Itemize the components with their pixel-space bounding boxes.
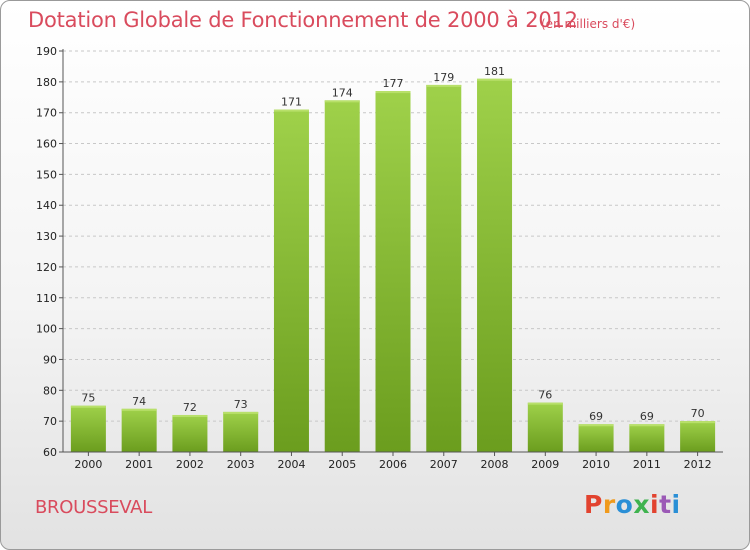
y-tick-label: 110 [36, 292, 57, 305]
bar-highlight [223, 411, 259, 414]
y-tick-label: 140 [36, 199, 57, 212]
y-tick-label: 160 [36, 138, 57, 151]
bar [223, 411, 259, 452]
y-tick-label: 190 [36, 45, 57, 58]
data-label: 171 [281, 96, 302, 109]
x-tick-label: 2010 [582, 458, 610, 471]
y-tick-label: 130 [36, 230, 57, 243]
y-tick-label: 60 [43, 446, 57, 459]
x-tick-label: 2003 [227, 458, 255, 471]
logo-letter: P [584, 490, 603, 519]
x-tick-label: 2001 [125, 458, 153, 471]
bar [527, 402, 563, 452]
bar [375, 91, 411, 452]
data-label: 73 [234, 398, 248, 411]
commune-name: BROUSSEVAL [35, 497, 152, 518]
logo-letter: t [659, 490, 672, 519]
x-tick-label: 2002 [176, 458, 204, 471]
bar [477, 78, 513, 452]
bar-highlight [375, 91, 411, 94]
x-tick-label: 2004 [277, 458, 305, 471]
data-label: 76 [538, 389, 552, 402]
logo-letter: o [615, 490, 634, 519]
data-label: 69 [589, 410, 603, 423]
y-tick-label: 170 [36, 107, 57, 120]
y-tick-label: 150 [36, 168, 57, 181]
x-tick-label: 2012 [684, 458, 712, 471]
bar [324, 100, 360, 452]
y-tick-label: 180 [36, 76, 57, 89]
x-tick-label: 2005 [328, 458, 356, 471]
bar-highlight [121, 408, 157, 411]
logo-letter: i [671, 490, 681, 519]
bar-highlight [273, 109, 309, 112]
bar [680, 421, 716, 452]
bar-highlight [477, 78, 513, 81]
data-label: 74 [132, 395, 146, 408]
x-tick-label: 2009 [531, 458, 559, 471]
chart-title: Dotation Globale de Fonctionnement de 20… [28, 8, 578, 32]
data-label: 174 [332, 86, 353, 99]
data-label: 177 [383, 77, 404, 90]
data-label: 181 [484, 65, 505, 78]
logo-letter: r [602, 490, 616, 519]
bar-highlight [680, 421, 716, 424]
bar [172, 414, 208, 452]
data-label: 75 [81, 392, 95, 405]
y-tick-label: 100 [36, 323, 57, 336]
data-label: 72 [183, 401, 197, 414]
y-tick-label: 120 [36, 261, 57, 274]
data-label: 70 [691, 407, 705, 420]
bar-highlight [629, 424, 665, 427]
bar [70, 405, 106, 452]
x-tick-label: 2011 [633, 458, 661, 471]
unit-note: (en milliers d'€) [541, 17, 636, 31]
bar [121, 408, 157, 452]
bar [578, 424, 614, 452]
data-label: 179 [433, 71, 454, 84]
proxiti-logo: Proxiti [584, 490, 681, 519]
bar-highlight [426, 84, 462, 87]
logo-letter: i [650, 490, 660, 519]
bar-highlight [324, 100, 360, 103]
x-tick-label: 2006 [379, 458, 407, 471]
bar [273, 109, 309, 452]
bar-highlight [70, 405, 106, 408]
logo-letter: x [633, 490, 650, 519]
bar-highlight [172, 414, 208, 417]
y-tick-label: 90 [43, 353, 57, 366]
bar [426, 84, 462, 452]
bar [629, 424, 665, 452]
x-tick-label: 2007 [430, 458, 458, 471]
x-tick-label: 2000 [74, 458, 102, 471]
bar-highlight [527, 402, 563, 405]
x-tick-label: 2008 [481, 458, 509, 471]
y-tick-label: 70 [43, 415, 57, 428]
bar-highlight [578, 424, 614, 427]
y-tick-label: 80 [43, 384, 57, 397]
data-label: 69 [640, 410, 654, 423]
